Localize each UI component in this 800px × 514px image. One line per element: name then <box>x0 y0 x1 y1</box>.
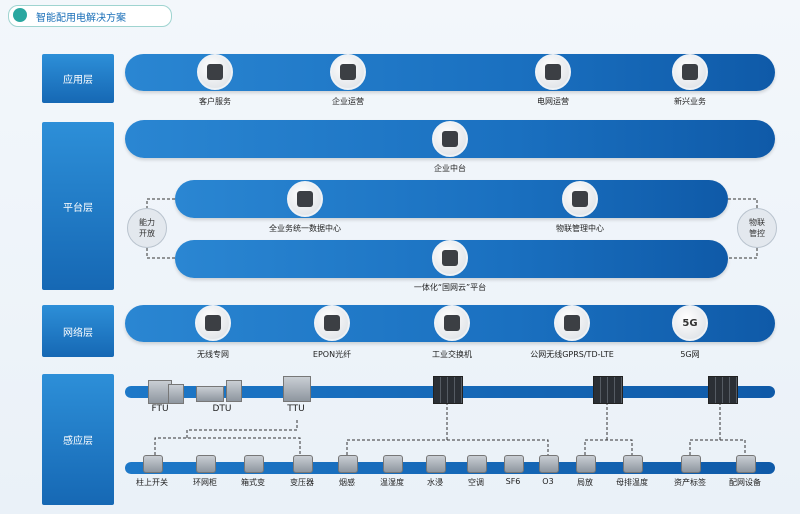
item-label: 电网运营 <box>537 97 569 106</box>
device <box>143 455 163 473</box>
item-label: 变压器 <box>290 478 314 487</box>
side-label: 物联管控 <box>737 208 777 248</box>
icon-glyph <box>444 315 460 331</box>
device <box>383 455 403 473</box>
item-label: 客户服务 <box>199 97 231 106</box>
item-label: 母排温度 <box>616 478 648 487</box>
device <box>539 455 559 473</box>
device <box>623 455 643 473</box>
item-label: 箱式变 <box>241 478 265 487</box>
device <box>426 455 446 473</box>
icon <box>195 305 231 341</box>
layer-label: 应用层 <box>42 54 114 103</box>
layer-label: 感应层 <box>42 374 114 505</box>
icon-glyph <box>682 64 698 80</box>
item-label: TTU <box>287 404 305 414</box>
server <box>708 376 738 404</box>
band <box>125 462 775 474</box>
icon-glyph <box>324 315 340 331</box>
icon <box>434 305 470 341</box>
item-label: FTU <box>151 404 169 414</box>
item-label: 企业中台 <box>434 164 466 173</box>
layer-label: 网络层 <box>42 305 114 357</box>
item-label: 无线专网 <box>197 350 229 359</box>
server <box>593 376 623 404</box>
device <box>244 455 264 473</box>
item-label: 公网无线GPRS/TD-LTE <box>530 350 614 359</box>
icon-glyph <box>442 131 458 147</box>
item-label: 配网设备 <box>729 478 761 487</box>
item-label: 水浸 <box>427 478 443 487</box>
icon-glyph <box>442 250 458 266</box>
item-label: 工业交换机 <box>432 350 472 359</box>
icon-glyph <box>545 64 561 80</box>
item-label: 烟感 <box>339 478 355 487</box>
device <box>338 455 358 473</box>
device <box>196 386 224 402</box>
server <box>433 376 463 404</box>
item-label: 5G网 <box>680 350 700 359</box>
header-dot <box>13 8 27 22</box>
icon <box>432 240 468 276</box>
icon-glyph <box>207 64 223 80</box>
device <box>226 380 242 402</box>
item-label: O3 <box>542 477 554 486</box>
icon-glyph: 5G <box>682 317 698 329</box>
device <box>168 384 184 404</box>
icon <box>314 305 350 341</box>
device <box>196 455 216 473</box>
icon-glyph <box>564 315 580 331</box>
device <box>681 455 701 473</box>
item-label: SF6 <box>505 477 521 486</box>
icon <box>562 181 598 217</box>
icon <box>287 181 323 217</box>
item-label: DTU <box>212 404 232 414</box>
icon <box>535 54 571 90</box>
icon <box>197 54 233 90</box>
icon-glyph <box>572 191 588 207</box>
icon <box>330 54 366 90</box>
device <box>504 455 524 473</box>
icon-glyph <box>205 315 221 331</box>
item-label: 空调 <box>468 478 484 487</box>
item-label: 新兴业务 <box>674 97 706 106</box>
item-label: 柱上开关 <box>136 478 168 487</box>
icon: 5G <box>672 305 708 341</box>
band <box>175 180 728 218</box>
header-bar <box>8 5 172 27</box>
device <box>283 376 311 402</box>
item-label: 企业运营 <box>332 97 364 106</box>
item-label: 资产标签 <box>674 478 706 487</box>
icon <box>672 54 708 90</box>
item-label: 环网柜 <box>193 478 217 487</box>
header-title: 智能配用电解决方案 <box>36 13 126 24</box>
item-label: EPON光纤 <box>312 350 352 359</box>
item-label: 一体化“国网云”平台 <box>413 283 487 292</box>
item-label: 温湿度 <box>380 478 404 487</box>
icon <box>432 121 468 157</box>
icon <box>554 305 590 341</box>
device <box>576 455 596 473</box>
item-label: 全业务统一数据中心 <box>269 224 341 233</box>
side-label: 能力开放 <box>127 208 167 248</box>
item-label: 局放 <box>577 478 593 487</box>
device <box>736 455 756 473</box>
band <box>125 54 775 91</box>
device <box>293 455 313 473</box>
device <box>467 455 487 473</box>
layer-label: 平台层 <box>42 122 114 290</box>
item-label: 物联管理中心 <box>556 224 604 233</box>
icon-glyph <box>297 191 313 207</box>
icon-glyph <box>340 64 356 80</box>
